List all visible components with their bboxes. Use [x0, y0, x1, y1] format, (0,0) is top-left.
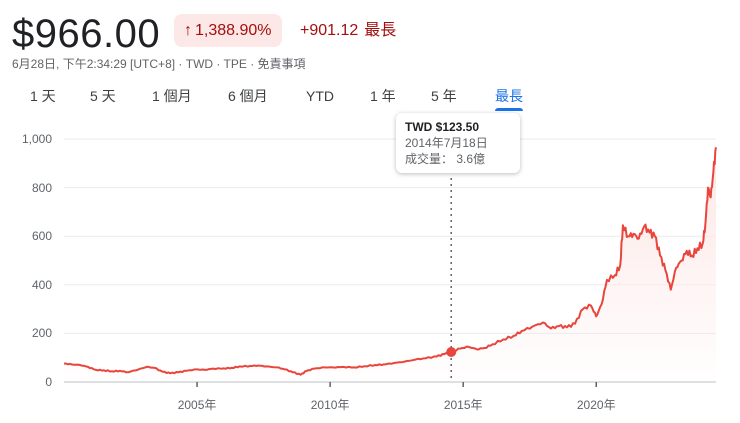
separator: ·	[246, 57, 258, 71]
exchange: TPE	[223, 57, 247, 71]
current-price: $966.00	[12, 12, 161, 56]
y-tick-label: 800	[31, 180, 52, 195]
price-area-fill	[64, 147, 716, 382]
tab-1-month[interactable]: 1 個月	[152, 88, 192, 104]
change-value-group: +901.12 最長	[300, 14, 396, 47]
tab-ytd[interactable]: YTD	[306, 88, 334, 104]
separator: ·	[213, 57, 224, 71]
tab-6-month[interactable]: 6 個月	[228, 88, 268, 104]
tab-max[interactable]: 最長	[495, 88, 523, 111]
y-tick-label: 400	[31, 277, 52, 292]
change-percent-badge: ↑ 1,388.90%	[174, 14, 282, 47]
tooltip-date: 2014年7月18日	[405, 136, 488, 150]
separator: ·	[175, 57, 186, 71]
tab-5-day[interactable]: 5 天	[90, 88, 116, 104]
y-tick-label: 200	[31, 326, 52, 341]
time-range-tabs: 1 天 5 天 1 個月 6 個月 YTD 1 年 5 年 最長	[0, 82, 560, 112]
timestamp: 6月28日, 下午2:34:29 [UTC+8]	[12, 57, 176, 71]
y-tick-label: 0	[45, 375, 52, 389]
arrow-up-icon: ↑	[184, 22, 192, 39]
hover-tooltip: TWD $123.50 2014年7月18日 成交量： 3.6億	[396, 113, 520, 173]
tab-5-year[interactable]: 5 年	[431, 88, 457, 104]
tooltip-volume-label: 成交量：	[405, 152, 454, 166]
price-line	[63, 147, 717, 376]
y-tick-label: 1,000	[21, 132, 52, 146]
period-label: 最長	[364, 22, 397, 39]
change-percent: 1,388.90%	[195, 22, 272, 39]
x-tick-label: 2010年	[310, 398, 350, 412]
tab-1-day[interactable]: 1 天	[30, 88, 56, 104]
x-axis-ticks	[196, 382, 597, 387]
disclaimer-link[interactable]: 免責事項	[257, 57, 306, 71]
hover-point	[446, 346, 457, 357]
tooltip-volume-value: 3.6億	[456, 152, 486, 166]
change-value: +901.12	[300, 22, 359, 39]
tab-1-year[interactable]: 1 年	[370, 88, 396, 104]
tooltip-price: TWD $123.50	[405, 120, 480, 134]
currency: TWD	[185, 57, 214, 71]
x-tick-label: 2005年	[177, 398, 217, 412]
quote-meta: 6月28日, 下午2:34:29 [UTC+8] · TWD · TPE · 免…	[12, 56, 306, 72]
tooltip-volume: 成交量： 3.6億	[405, 151, 511, 167]
x-tick-label: 2020年	[576, 398, 616, 412]
y-tick-label: 600	[31, 229, 52, 244]
x-tick-label: 2015年	[443, 398, 483, 412]
